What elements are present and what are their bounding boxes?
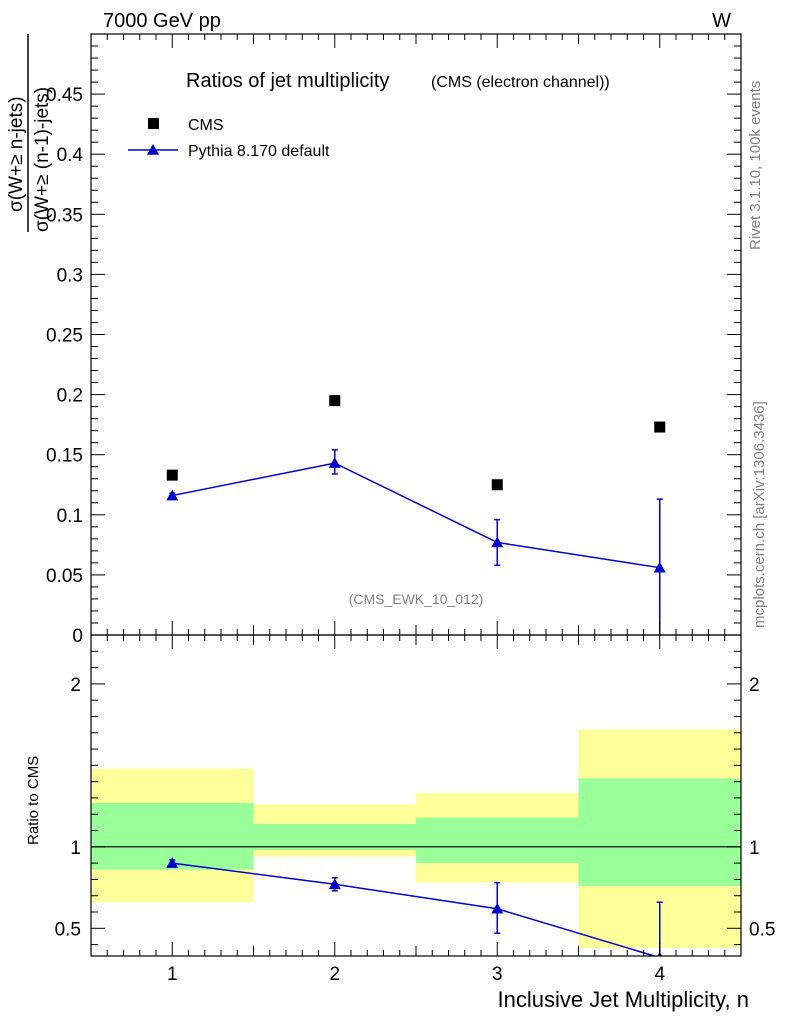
y-axis-label-numerator: σ(W+≥ n-jets) [6,96,27,212]
y-axis-label-denominator: σ(W+≥ (n-1)-jets) [32,87,53,232]
main-y-tick-label: 0.15 [46,446,83,467]
ratio-band-green-4 [578,778,741,886]
ratio-marks [166,857,663,956]
ratio-pythia-point [328,878,341,890]
main-y-tick-label: 0.25 [46,326,83,347]
main-y-tick-label: 0.4 [57,145,84,166]
main-marks [128,118,666,635]
legend-marker-cms [148,118,159,129]
ratio-pythia-point [166,857,179,868]
analysis-label: (CMS_EWK_10_012) [349,591,484,607]
main-y-tick-label: 0.1 [57,506,83,527]
x-tick-label: 1 [167,964,178,985]
legend-marker-pythia [147,144,159,155]
ratio-y-tick-label-right: 1 [749,838,760,859]
cms-point [654,421,666,433]
x-tick-label: 2 [329,964,340,985]
energy-label: 7000 GeV pp [103,10,221,32]
rivet-label: Rivet 3.1.10, 100k events [747,81,764,250]
cms-point [491,479,503,491]
ratio-y-tick-label-left: 0.5 [55,919,81,940]
ratio-pythia-point [491,902,504,914]
legend-label-cms: CMS [188,117,224,134]
ratio-y-tick-label-left: 2 [70,675,81,696]
ratio-bands [91,729,741,948]
ratio-pythia-line [172,862,657,956]
main-y-tick-label: 0.2 [57,386,83,407]
cms-point [166,469,178,481]
x-tick-label: 4 [654,964,665,985]
pythia-point [328,457,341,468]
ratio-y-tick-label-right: 0.5 [749,919,775,940]
ratio-band-green-3 [416,817,579,864]
x-axis-label: Inclusive Jet Multiplicity, n [498,987,749,1012]
main-y-tick-label: 0.05 [46,566,83,587]
main-y-tick-label: 0 [72,626,83,647]
ratio-y-axis-label: Ratio to CMS [25,756,42,845]
legend-label-pythia: Pythia 8.170 default [188,143,330,160]
chart-subtitle: (CMS (electron channel)) [431,74,610,91]
main-y-tick-label: 0.45 [46,85,83,106]
mcplots-label: mcplots.cern.ch [arXiv:1306.3436] [751,401,768,628]
pythia-series-line [172,462,660,569]
ratio-y-tick-label-right: 2 [749,675,760,696]
pythia-point [653,561,666,573]
pythia-point [491,536,504,548]
ratio-y-tick-label-left: 1 [70,838,81,859]
chart-title: Ratios of jet multiplicity [186,70,389,92]
pythia-point [166,489,179,501]
main-y-tick-label: 0.3 [57,265,83,286]
axis-ticks: 0 0.05 0.1 0.15 0.2 0.25 0.3 0.35 0.4 0.45 0.5 0.5 1… [46,33,775,985]
process-label: W [712,10,731,32]
x-tick-label: 3 [492,964,503,985]
ratio-band-green-2 [253,824,416,851]
cms-point [329,395,341,407]
main-y-tick-label: 0.35 [46,205,83,226]
